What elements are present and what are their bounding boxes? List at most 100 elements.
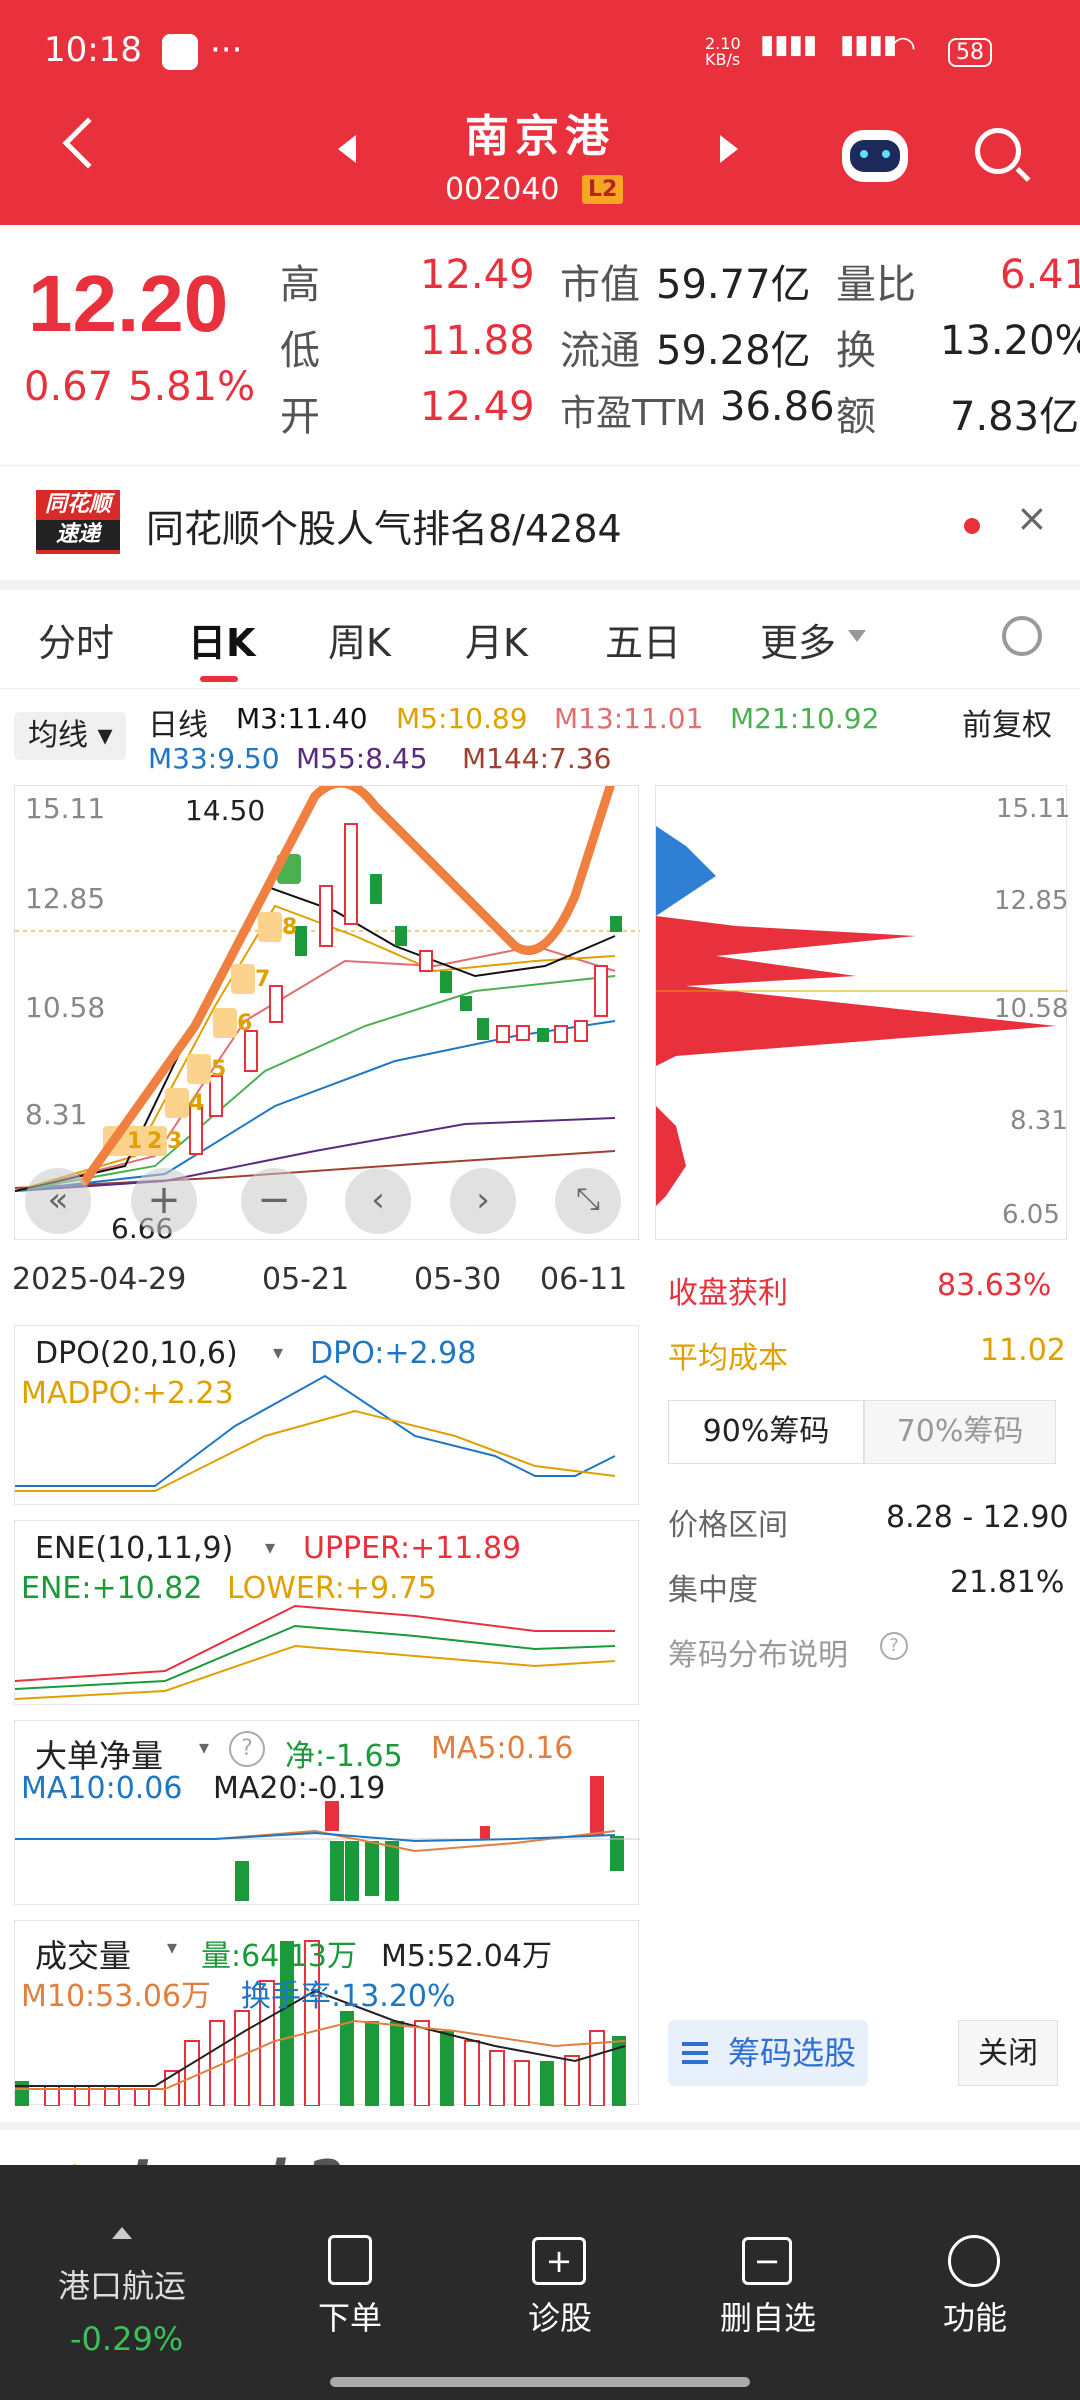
sector-name[interactable]: 港口航运 bbox=[58, 2267, 187, 2305]
settings-hexagon-icon[interactable] bbox=[1002, 616, 1042, 656]
stat-value-float: 59.28亿 bbox=[656, 328, 811, 374]
y-label: 6.05 bbox=[1002, 1200, 1060, 1230]
expand-up-icon[interactable] bbox=[112, 2227, 132, 2239]
remove-favorite-icon: − bbox=[742, 2237, 792, 2285]
order-button[interactable]: 下单 bbox=[317, 2299, 382, 2337]
stat-value-mktcap: 59.77亿 bbox=[656, 262, 811, 308]
battery-icon: 58 bbox=[948, 38, 992, 67]
kline-svg bbox=[14, 641, 660, 1192]
popularity-banner[interactable]: 同花顺 速递 同花顺个股人气排名8/4284 × bbox=[0, 465, 1080, 580]
dpo-value: DPO:+2.98 bbox=[310, 1336, 477, 1371]
madpo-value: MADPO:+2.23 bbox=[21, 1376, 234, 1411]
avg-cost-label: 平均成本 bbox=[668, 1341, 788, 1376]
stat-value-turnover: 13.20% bbox=[940, 318, 1080, 364]
app-notification-icon bbox=[162, 34, 198, 70]
avg-cost-value: 11.02 bbox=[980, 1333, 1066, 1368]
status-more-dots: ··· bbox=[210, 30, 243, 70]
stat-value-volratio: 6.41 bbox=[1000, 252, 1080, 298]
profit-label: 收盘获利 bbox=[668, 1276, 788, 1311]
chevron-down-icon bbox=[848, 630, 866, 642]
fullscreen-icon[interactable]: ⤡ bbox=[555, 1168, 621, 1234]
y-label: 12.85 bbox=[25, 882, 106, 915]
stat-value-amount: 7.83亿 bbox=[950, 394, 1080, 440]
banner-text: 同花顺个股人气排名8/4284 bbox=[146, 507, 622, 551]
big-order-panel[interactable]: 大单净量 ▾ ? 净:-1.65 MA5:0.16 MA10:0.06 MA20… bbox=[14, 1720, 640, 1905]
ma21-value: M21:10.92 bbox=[730, 702, 880, 735]
price-range-label: 价格区间 bbox=[668, 1508, 788, 1543]
divider bbox=[0, 688, 1080, 689]
tab-indicator bbox=[200, 676, 238, 682]
volume-name[interactable]: 成交量 bbox=[35, 1937, 132, 1975]
zoom-out-icon[interactable]: − bbox=[241, 1168, 307, 1234]
stat-label: 市值 bbox=[560, 262, 640, 308]
scroll-right-icon[interactable]: › bbox=[450, 1168, 516, 1234]
tab-70-chips[interactable]: 70%筹码 bbox=[864, 1400, 1056, 1464]
wifi-icon: ◠ bbox=[890, 30, 917, 65]
volume-value: 量:64.13万 bbox=[201, 1939, 357, 1974]
tab-more[interactable]: 更多 bbox=[760, 621, 837, 665]
volume-ma10: M10:53.06万 bbox=[21, 1979, 212, 2014]
order-icon bbox=[328, 2235, 372, 2285]
ene-name[interactable]: ENE(10,11,9) bbox=[35, 1531, 234, 1566]
chevron-down-icon: ▾ bbox=[273, 1340, 284, 1364]
big-order-svg bbox=[15, 1776, 640, 1901]
bigorder-ma5: MA5:0.16 bbox=[431, 1731, 574, 1766]
y-label: 15.11 bbox=[25, 792, 106, 825]
stock-code: 002040 bbox=[445, 172, 560, 207]
ma5-value: M5:10.89 bbox=[396, 702, 528, 735]
stat-value-high: 12.49 bbox=[420, 252, 535, 298]
close-icon[interactable]: × bbox=[1016, 496, 1048, 540]
prev-stock-icon[interactable] bbox=[338, 135, 356, 163]
chip-distribution-chart[interactable]: 15.11 12.85 10.58 8.31 6.05 bbox=[655, 785, 1070, 1240]
sector-change: -0.29% bbox=[70, 2320, 184, 2358]
ma-selector[interactable]: 均线 ▾ bbox=[14, 712, 126, 760]
status-time: 10:18 bbox=[44, 30, 142, 70]
stat-label: 流通 bbox=[560, 328, 640, 374]
chip-help-link[interactable]: 筹码分布说明 bbox=[668, 1638, 848, 1673]
tab-weekly-k[interactable]: 周K bbox=[328, 621, 391, 665]
divider bbox=[0, 2122, 1080, 2130]
kline-chart[interactable]: 15.11 12.85 10.58 8.31 14.50 6.66 1 2 3 … bbox=[14, 641, 660, 1245]
search-icon[interactable] bbox=[975, 128, 1021, 174]
next-stock-icon[interactable] bbox=[720, 135, 738, 163]
robot-assistant-icon[interactable] bbox=[842, 130, 908, 182]
scroll-left-icon[interactable]: ‹ bbox=[345, 1168, 411, 1234]
dpo-panel[interactable]: DPO(20,10,6) ▾ DPO:+2.98 MADPO:+2.23 bbox=[14, 1325, 639, 1505]
stat-label: 市盈TTM bbox=[560, 393, 707, 434]
dpo-name[interactable]: DPO(20,10,6) bbox=[35, 1336, 238, 1371]
function-button[interactable]: 功能 bbox=[942, 2299, 1007, 2337]
current-price: 12.20 bbox=[28, 259, 229, 348]
tab-five-day[interactable]: 五日 bbox=[605, 621, 682, 665]
ma13-value: M13:11.01 bbox=[554, 702, 704, 735]
diagnose-button[interactable]: 诊股 bbox=[527, 2299, 592, 2337]
volume-panel[interactable]: 成交量 ▾ 量:64.13万 M5:52.04万 M10:53.06万 换手率:… bbox=[14, 1920, 639, 2107]
ene-panel[interactable]: ENE(10,11,9) ▾ UPPER:+11.89 ENE:+10.82 L… bbox=[14, 1520, 639, 1705]
profit-value: 83.63% bbox=[937, 1268, 1052, 1303]
help-icon[interactable]: ? bbox=[229, 1731, 265, 1767]
ene-svg bbox=[14, 1604, 616, 1700]
bigorder-name[interactable]: 大单净量 bbox=[35, 1737, 164, 1775]
remove-favorite-button[interactable]: 删自选 bbox=[719, 2299, 816, 2337]
zoom-in-icon[interactable]: + bbox=[131, 1168, 197, 1234]
seq-label: 3 bbox=[167, 1129, 183, 1154]
seq-label: 1 bbox=[127, 1129, 143, 1154]
stat-label: 开 bbox=[280, 394, 320, 440]
concentration-value: 21.81% bbox=[950, 1565, 1065, 1600]
tab-90-chips[interactable]: 90%筹码 bbox=[668, 1400, 864, 1464]
menu-icon bbox=[948, 2235, 1000, 2287]
list-icon bbox=[682, 2042, 708, 2046]
seq-label: 7 bbox=[255, 967, 271, 992]
adjust-mode[interactable]: 前复权 bbox=[962, 708, 1052, 743]
close-button[interactable]: 关闭 bbox=[958, 2020, 1058, 2086]
help-icon[interactable]: ? bbox=[880, 1632, 908, 1660]
seq-label: 9 bbox=[301, 857, 317, 882]
tab-timeshare[interactable]: 分时 bbox=[38, 621, 115, 665]
divider bbox=[0, 580, 1080, 590]
rewind-icon[interactable]: « bbox=[25, 1168, 91, 1234]
tab-monthly-k[interactable]: 月K bbox=[465, 621, 528, 665]
tonghuashun-logo: 同花顺 速递 bbox=[36, 490, 120, 554]
tab-daily-k[interactable]: 日K bbox=[188, 621, 256, 665]
chip-select-button[interactable]: 筹码选股 bbox=[668, 2020, 868, 2086]
seq-label: 8 bbox=[282, 915, 298, 940]
chip-svg bbox=[656, 826, 1068, 1206]
